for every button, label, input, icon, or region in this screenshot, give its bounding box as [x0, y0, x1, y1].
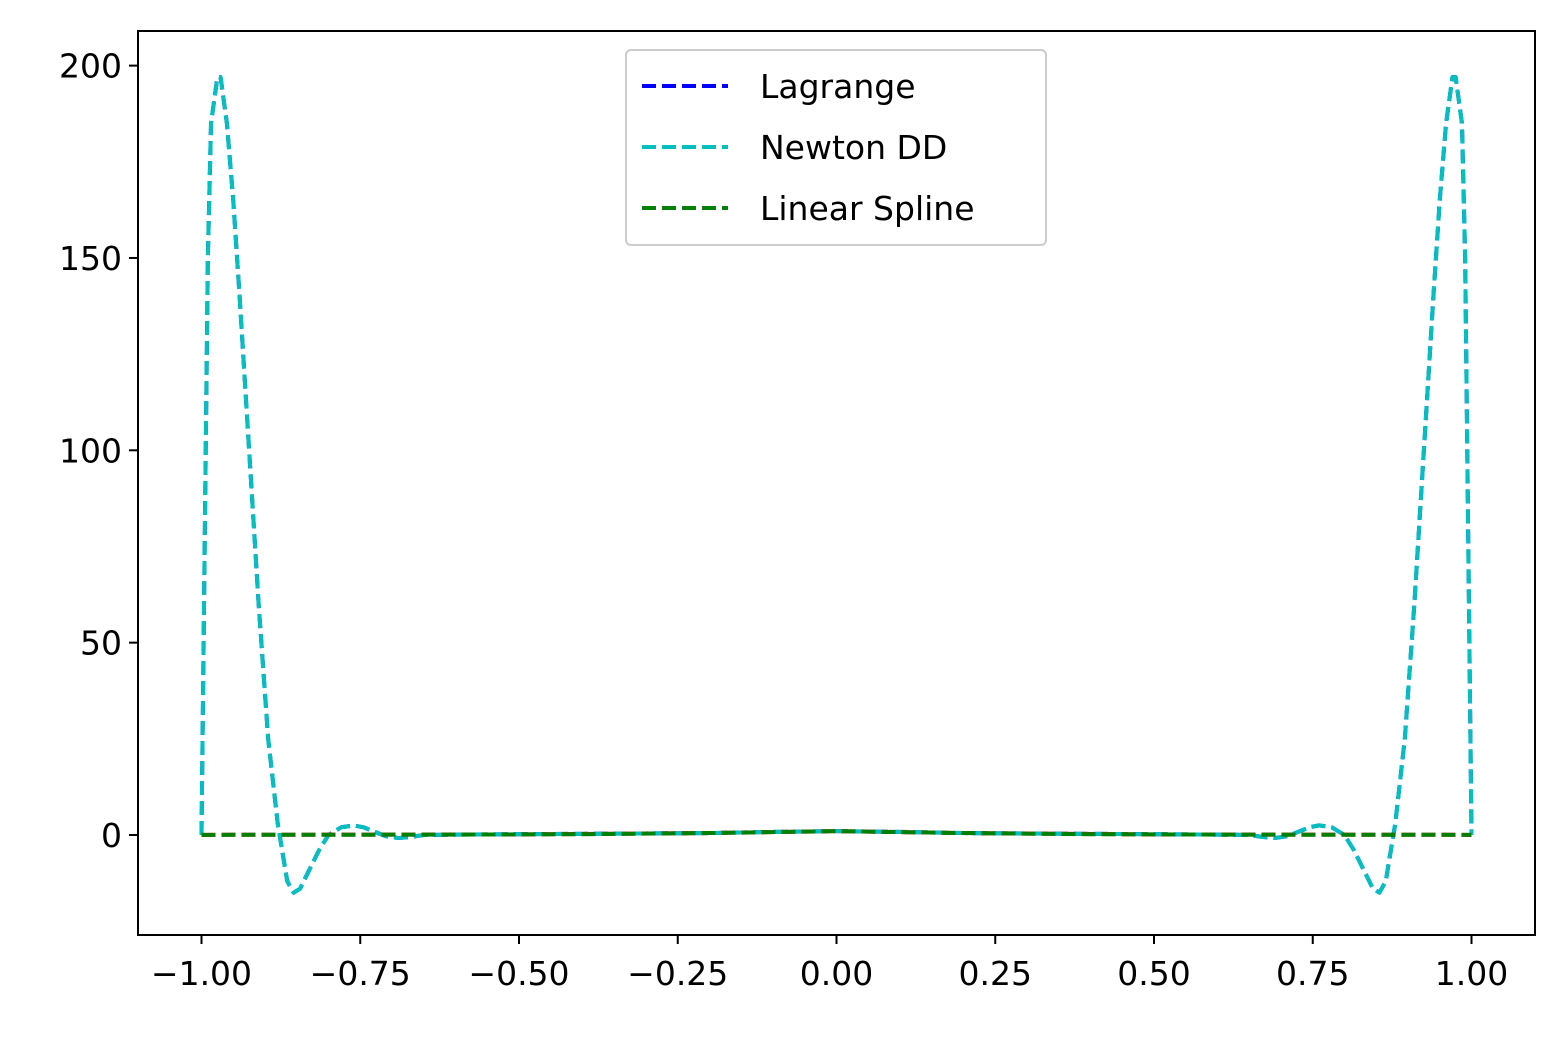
- y-tick-label-4: 200: [59, 47, 122, 86]
- axis-layer: −1.00 −0.75 −0.50 −0.25 0.00 0.25 0.50 0.75 1.00…: [59, 47, 1508, 993]
- x-tick-label-2: −0.50: [468, 954, 569, 993]
- x-tick-label-4: 0.00: [800, 954, 873, 993]
- x-tick-label-0: −1.00: [151, 954, 252, 993]
- x-tick-label-7: 0.75: [1276, 954, 1349, 993]
- legend-label-1: Newton DD: [760, 128, 947, 167]
- y-tick-label-0: 0: [101, 816, 122, 855]
- series-line-3: [201, 829, 1472, 837]
- y-tick-label-2: 100: [59, 431, 122, 470]
- y-tick-label-3: 150: [59, 239, 122, 278]
- series-line-1: [199, 75, 1474, 895]
- legend-label-2: Linear Spline: [760, 189, 975, 228]
- legend-label-0: Lagrange: [760, 67, 916, 106]
- x-tick-label-6: 0.50: [1117, 954, 1190, 993]
- x-tick-label-3: −0.25: [627, 954, 728, 993]
- legend-entries: Lagrange Newton DD Linear Spline: [642, 67, 975, 228]
- legend-box: [625, 49, 1047, 246]
- x-tick-label-1: −0.75: [310, 954, 411, 993]
- legend: Lagrange Newton DD Linear Spline: [625, 49, 1047, 246]
- y-tick-label-1: 50: [80, 624, 122, 663]
- x-tick-label-8: 1.00: [1435, 954, 1508, 993]
- series-layer: [199, 75, 1474, 895]
- x-tick-label-5: 0.25: [959, 954, 1032, 993]
